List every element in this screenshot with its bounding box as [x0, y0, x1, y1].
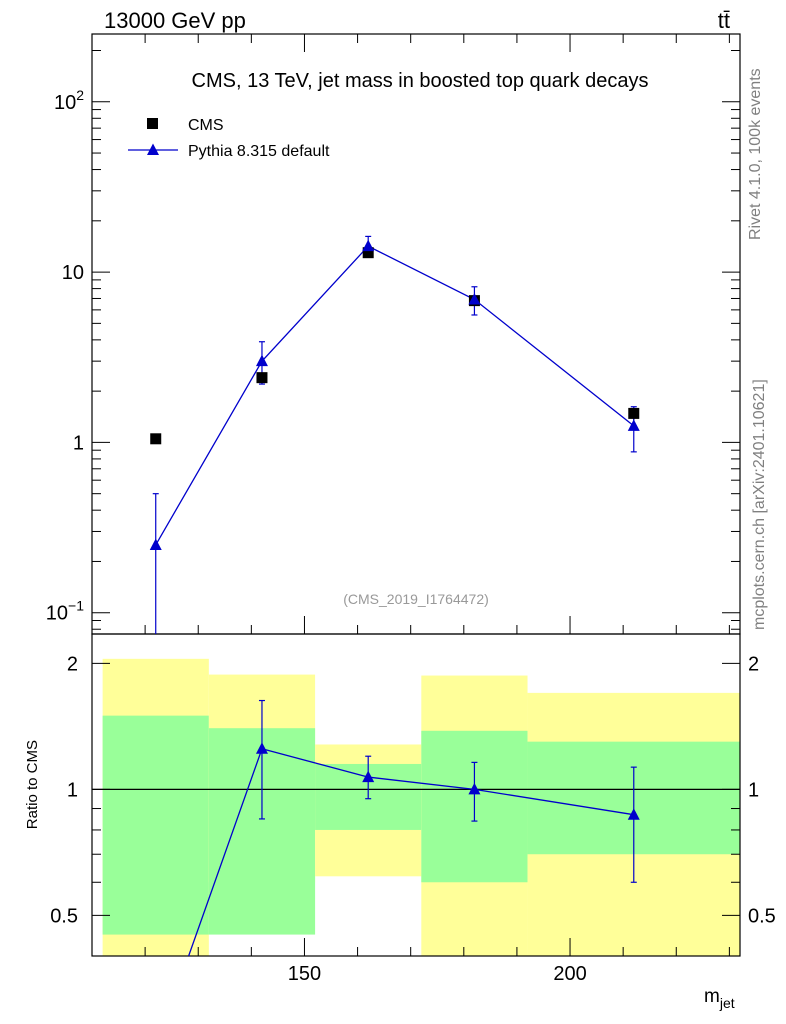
x-axis-label: mjet [704, 986, 735, 1011]
pythia-point-4 [627, 419, 640, 431]
ratio-y-tick-label-left-1: 1 [67, 779, 78, 801]
green-band-bin-0 [102, 715, 209, 935]
ratio-point-3 [468, 782, 481, 795]
x-tick-label-0: 150 [288, 963, 321, 985]
ratio-y-tick-label-left-0: 2 [67, 653, 78, 675]
main-y-tick-label-0: 102 [54, 87, 84, 114]
x-tick-label-1: 200 [553, 963, 586, 985]
ratio-y-tick-label-right-2: 0.5 [748, 905, 776, 927]
header-beam-label: 13000 GeV pp [104, 8, 246, 33]
main-y-tick-label-3: 10−1 [46, 598, 84, 625]
cms-point-1 [256, 372, 268, 384]
ratio-point-2 [362, 770, 375, 783]
main-y-tick-exponent-3: −1 [68, 598, 84, 614]
main-data-layer [149, 235, 640, 634]
main-chart-title: CMS, 13 TeV, jet mass in boosted top qua… [192, 70, 649, 92]
ratio-y-tick-label-left-2: 0.5 [50, 905, 78, 927]
legend-pythia-marker [147, 143, 159, 155]
ratio-y-axis-label: Ratio to CMS [24, 740, 41, 829]
ratio-line-segment-0 [188, 748, 263, 957]
x-axis-label-subscript: jet [719, 995, 735, 1011]
ratio-point-4 [627, 808, 640, 820]
mcplots-reference-label: mcplots.cern.ch [arXiv:2401.10621] [751, 379, 768, 630]
analysis-id-label: (CMS_2019_I1764472) [343, 591, 489, 607]
ratio-y-tick-label-right-0: 2 [748, 653, 759, 675]
main-y-tick-exponent-0: 2 [76, 87, 84, 103]
ratio-axis-ticks: 2 2 1 1 0.5 0.5 150 200 [50, 653, 776, 985]
ratio-line-segment-3 [474, 788, 634, 816]
legend-cms-label: CMS [188, 117, 224, 134]
rivet-version-label: Rivet 4.1.0, 100k events [747, 68, 764, 240]
pythia-line [155, 245, 635, 546]
pythia-point-3 [468, 293, 481, 305]
ratio-line-segment-1 [261, 748, 369, 778]
header-process-label: tt̄ [718, 8, 730, 33]
pythia-point-0 [149, 538, 162, 550]
legend-cms-marker [147, 118, 158, 129]
ratio-point-1 [255, 742, 268, 754]
legend-pythia-label: Pythia 8.315 default [188, 143, 330, 160]
cms-point-4 [628, 407, 640, 419]
ratio-data-layer [188, 699, 640, 957]
pythia-point-2 [362, 239, 375, 252]
legend: CMS Pythia 8.315 default [128, 117, 330, 160]
pythia-point-1 [255, 354, 268, 367]
cms-point-2 [362, 247, 374, 259]
main-y-tick-label-2: 1 [73, 432, 84, 454]
ratio-plot-frame [91, 633, 741, 957]
ratio-y-tick-label-right-1: 1 [748, 779, 759, 801]
ratio-uncertainty-bands [102, 658, 740, 956]
main-axis-ticks: 102 10 1 10−1 [46, 34, 740, 634]
cms-point-0 [150, 433, 162, 445]
ratio-line-segment-2 [368, 776, 475, 791]
main-y-tick-label-1: 10 [62, 262, 84, 284]
